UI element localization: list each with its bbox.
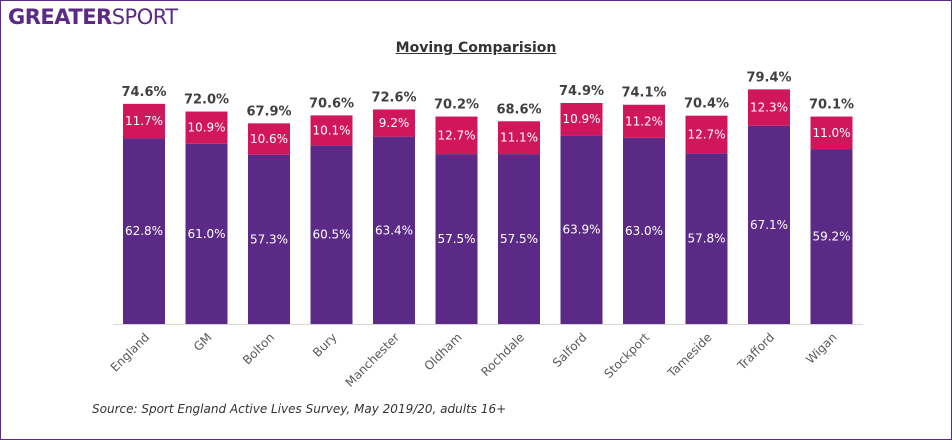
x-tick-label-9: Tameside bbox=[664, 330, 714, 380]
label-active-6: 57.5% bbox=[500, 232, 538, 246]
label-fairly-active-5: 12.7% bbox=[437, 128, 475, 142]
label-active-8: 63.0% bbox=[625, 224, 663, 238]
label-active-3: 60.5% bbox=[312, 228, 350, 242]
label-fairly-active-3: 10.1% bbox=[312, 123, 350, 137]
label-total-0: 74.6% bbox=[121, 85, 166, 100]
label-fairly-active-10: 12.3% bbox=[750, 101, 788, 115]
logo-bold: GREATER bbox=[8, 5, 112, 29]
x-tick-label-2: Bolton bbox=[240, 330, 277, 367]
x-tick-label-11: Wigan bbox=[803, 330, 839, 366]
greatersport-logo: GREATERSPORT bbox=[8, 5, 178, 29]
label-active-2: 57.3% bbox=[250, 232, 288, 246]
bar-active-8 bbox=[623, 137, 665, 324]
label-total-1: 72.0% bbox=[184, 93, 229, 108]
x-tick-label-0: England bbox=[108, 330, 152, 374]
label-fairly-active-2: 10.6% bbox=[250, 132, 288, 146]
label-fairly-active-0: 11.7% bbox=[125, 114, 163, 128]
label-fairly-active-8: 11.2% bbox=[625, 114, 663, 128]
x-tick-label-5: Oldham bbox=[421, 330, 464, 373]
x-tick-label-7: Salford bbox=[550, 330, 590, 370]
label-active-0: 62.8% bbox=[125, 224, 163, 238]
label-total-7: 74.9% bbox=[559, 84, 604, 99]
bar-active-7 bbox=[560, 135, 603, 324]
label-fairly-active-1: 10.9% bbox=[187, 121, 225, 135]
label-total-4: 72.6% bbox=[371, 90, 416, 105]
bar-fairly-active-3 bbox=[310, 115, 353, 146]
x-tick-label-8: Stockport bbox=[601, 330, 652, 381]
label-total-6: 68.6% bbox=[496, 102, 541, 117]
x-tick-label-10: Trafford bbox=[734, 330, 777, 373]
bar-fairly-active-11 bbox=[810, 116, 853, 150]
label-active-1: 61.0% bbox=[187, 227, 225, 241]
label-active-9: 57.8% bbox=[687, 232, 725, 246]
bar-active-0 bbox=[123, 138, 165, 324]
x-tick-label-3: Bury bbox=[310, 330, 340, 360]
bar-active-1 bbox=[185, 143, 228, 324]
bar-fairly-active-2 bbox=[248, 123, 290, 155]
bar-active-11 bbox=[810, 149, 853, 324]
bar-fairly-active-7 bbox=[560, 102, 603, 136]
bar-active-9 bbox=[685, 153, 728, 324]
label-fairly-active-9: 12.7% bbox=[687, 127, 725, 141]
x-tick-label-1: GM bbox=[191, 330, 215, 354]
bar-active-2 bbox=[248, 154, 290, 324]
label-total-11: 70.1% bbox=[809, 98, 854, 113]
x-tick-label-4: Manchester bbox=[343, 330, 403, 390]
bar-active-6 bbox=[498, 154, 540, 324]
source-note: Source: Sport England Active Lives Surve… bbox=[92, 402, 507, 416]
bar-fairly-active-0 bbox=[123, 103, 165, 139]
label-active-4: 63.4% bbox=[375, 223, 413, 237]
bar-active-4 bbox=[373, 136, 415, 324]
label-fairly-active-4: 9.2% bbox=[379, 116, 410, 130]
bar-fairly-active-4 bbox=[373, 109, 415, 137]
bar-active-10 bbox=[748, 125, 790, 324]
chart-title: Moving Comparision bbox=[395, 40, 557, 56]
label-total-5: 70.2% bbox=[434, 98, 479, 113]
bar-fairly-active-1 bbox=[185, 111, 228, 144]
bar-fairly-active-9 bbox=[685, 115, 728, 154]
bar-fairly-active-6 bbox=[498, 121, 540, 155]
label-active-7: 63.9% bbox=[562, 223, 600, 237]
label-total-3: 70.6% bbox=[309, 96, 354, 111]
label-active-5: 57.5% bbox=[437, 232, 475, 246]
label-fairly-active-11: 11.0% bbox=[812, 126, 850, 140]
bar-active-5 bbox=[435, 154, 478, 324]
bar-fairly-active-8 bbox=[623, 104, 665, 138]
label-fairly-active-7: 10.9% bbox=[562, 112, 600, 126]
bar-fairly-active-10 bbox=[748, 89, 790, 126]
label-total-8: 74.1% bbox=[621, 86, 666, 101]
label-total-9: 70.4% bbox=[684, 97, 729, 112]
bar-active-3 bbox=[310, 145, 353, 324]
label-active-11: 59.2% bbox=[812, 230, 850, 244]
logo-regular: SPORT bbox=[111, 5, 178, 29]
label-fairly-active-6: 11.1% bbox=[500, 131, 538, 145]
label-total-2: 67.9% bbox=[246, 104, 291, 119]
label-active-10: 67.1% bbox=[750, 218, 788, 232]
label-total-10: 79.4% bbox=[746, 70, 791, 85]
bar-fairly-active-5 bbox=[435, 116, 478, 155]
x-tick-label-6: Rochdale bbox=[478, 330, 527, 379]
